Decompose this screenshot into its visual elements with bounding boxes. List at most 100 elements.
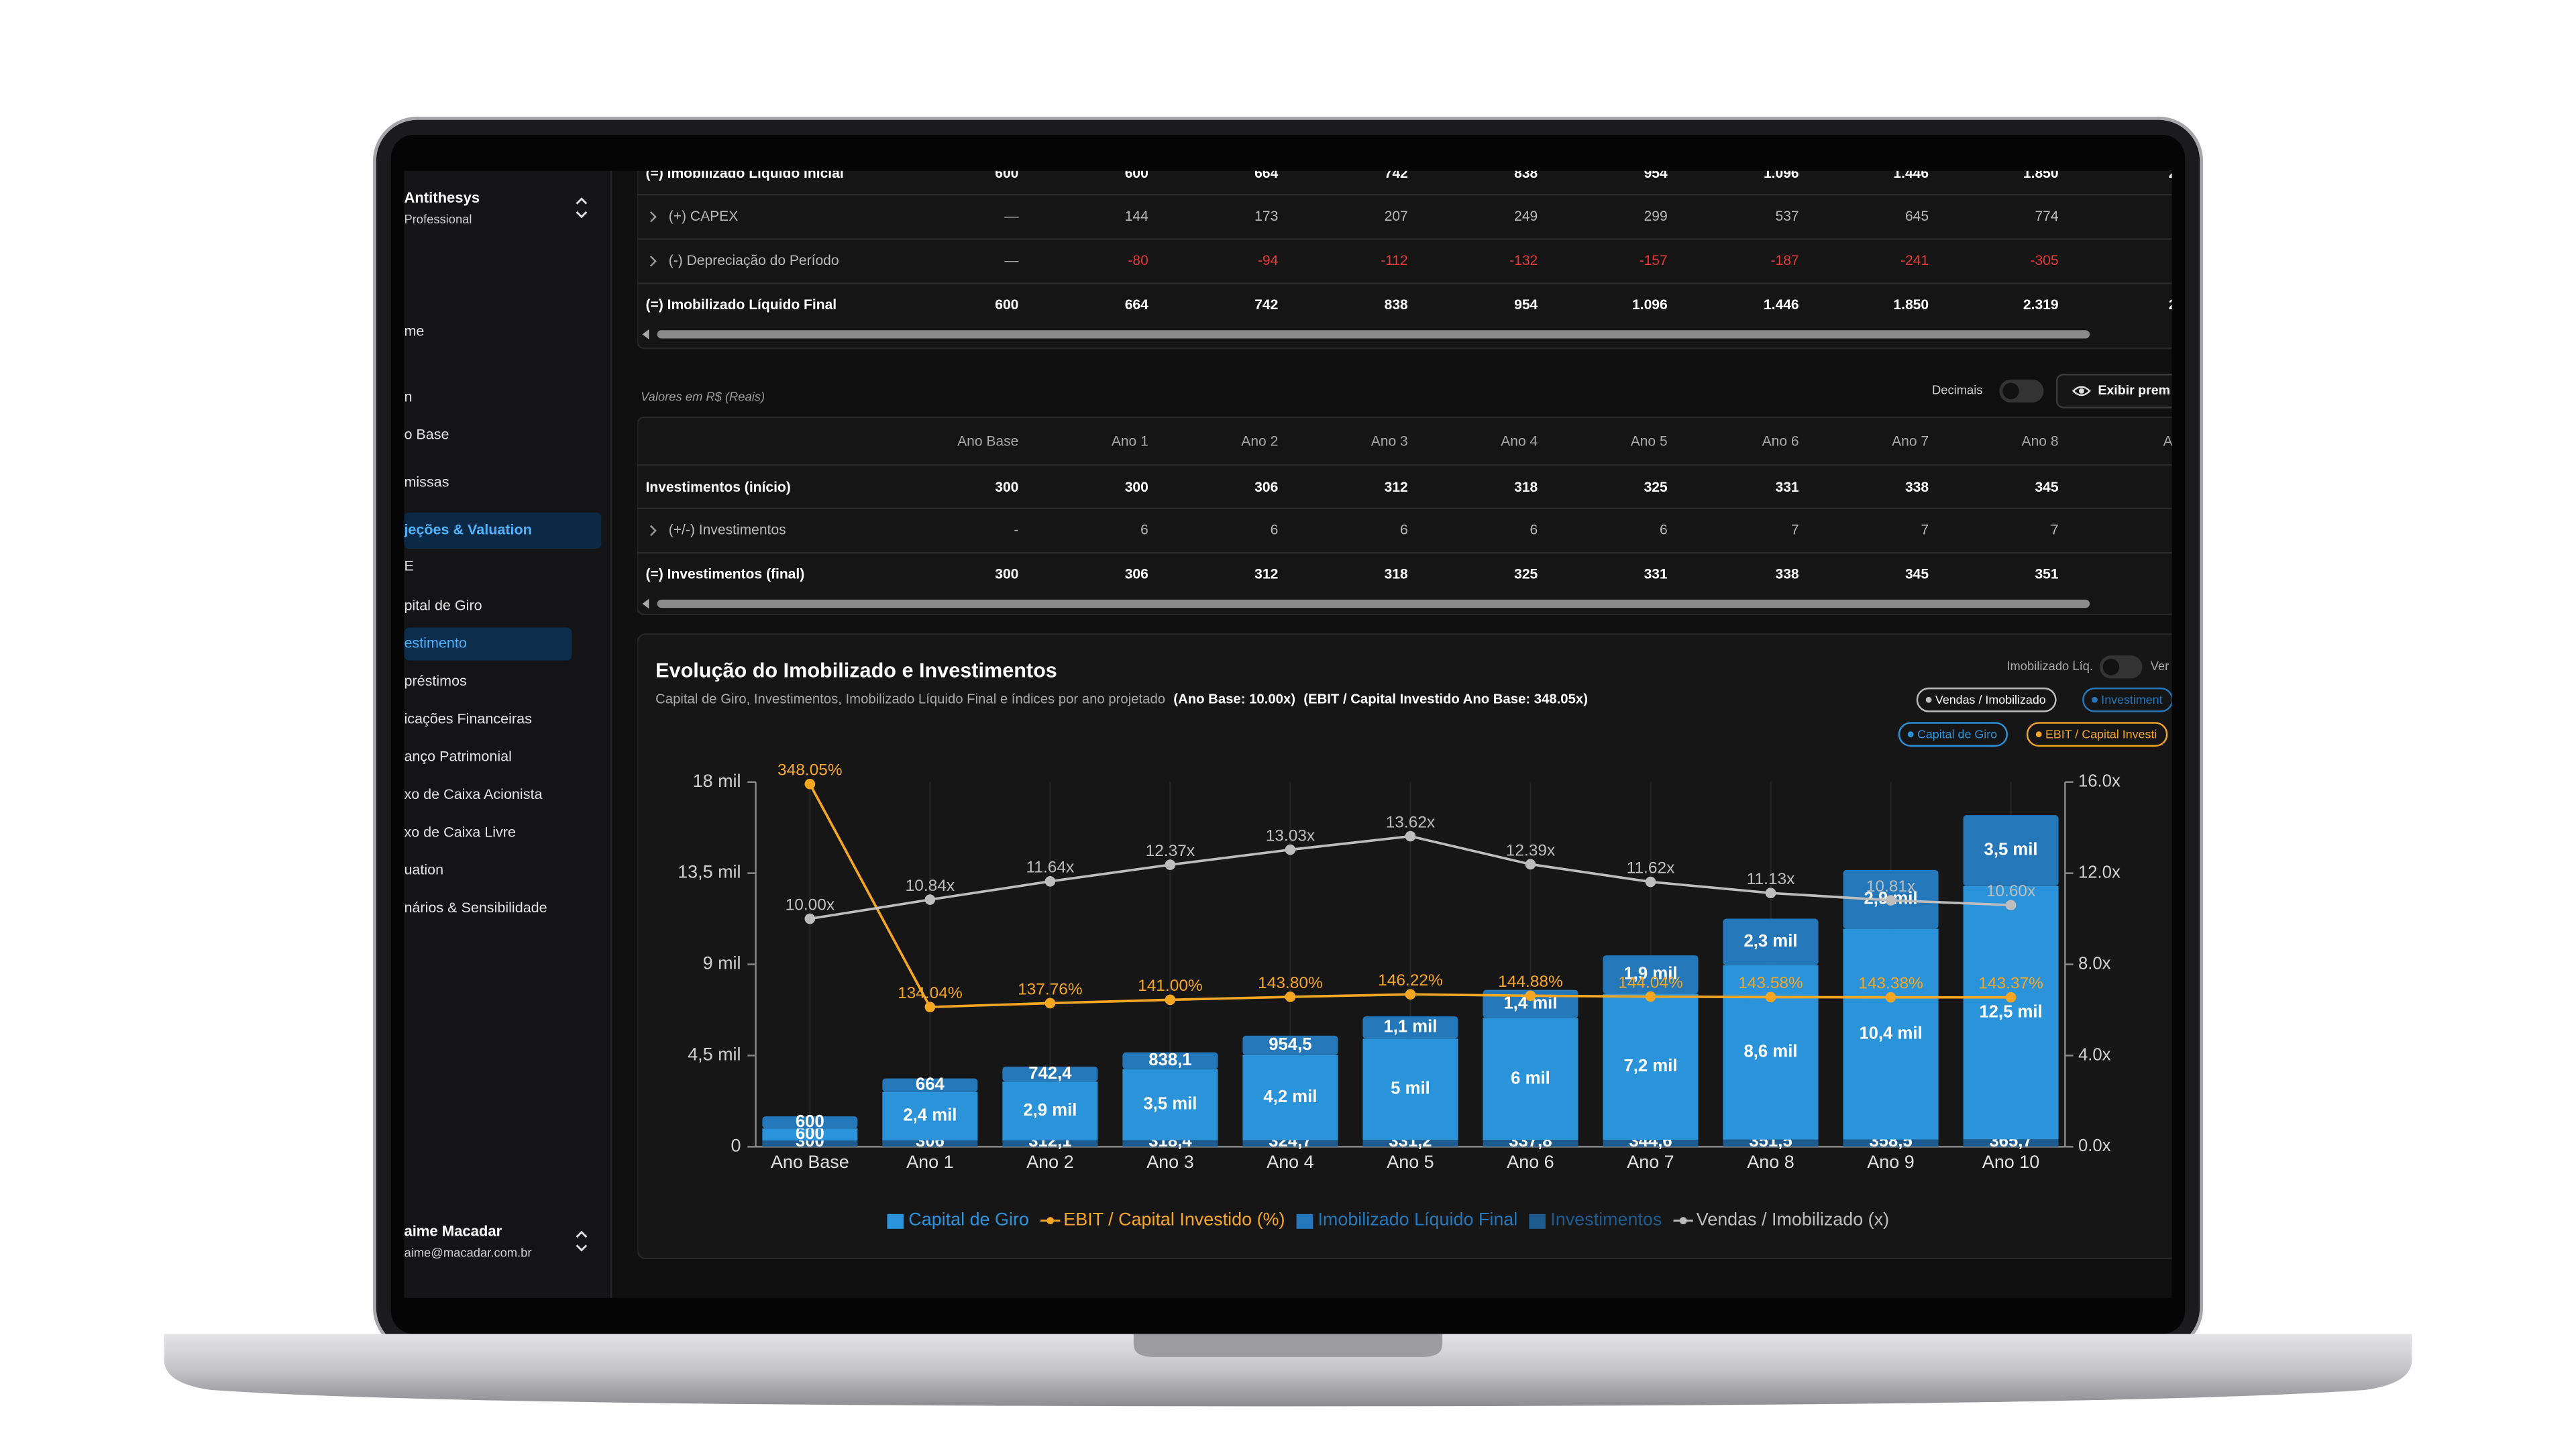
- cell: 954: [1644, 166, 1668, 181]
- data-label: 11.62x: [1627, 859, 1675, 877]
- row-label: (+/-) Investimentos: [669, 523, 786, 538]
- y2-tick-label: 16.0x: [2078, 772, 2121, 791]
- series-chip[interactable]: EBIT / Capital Investi: [2026, 722, 2168, 747]
- menu-item[interactable]: uation: [404, 861, 443, 878]
- expand-chevron[interactable]: [649, 256, 657, 267]
- line-point: [1525, 859, 1536, 870]
- cell: 7: [1921, 523, 1929, 538]
- legend-item[interactable]: EBIT / Capital Investido (%): [1040, 1210, 1285, 1230]
- column-header: Ano 5: [1631, 433, 1668, 449]
- line-point: [1044, 876, 1056, 887]
- user-menu[interactable]: [576, 1230, 588, 1252]
- data-label: 3,5 mil: [1143, 1095, 1197, 1114]
- table2-panel: [637, 416, 2172, 616]
- series-chip[interactable]: Vendas / Imobilizado: [1916, 687, 2057, 712]
- expand-chevron[interactable]: [649, 211, 657, 223]
- bar-segment: [1002, 1081, 1098, 1140]
- cell: 645: [1905, 209, 1929, 224]
- data-label: 144.04%: [1618, 974, 1683, 992]
- line-point: [1525, 990, 1536, 1002]
- cell: -132: [1509, 253, 1538, 268]
- cell: 742: [1254, 297, 1278, 313]
- data-label: 13.03x: [1266, 827, 1315, 845]
- bar-segment: [1242, 1140, 1338, 1147]
- x-tick-label: Ano 5: [1387, 1152, 1434, 1172]
- bar-segment: [762, 1128, 858, 1141]
- x-tick-label: Ano Base: [771, 1152, 849, 1172]
- table1-panel: [637, 170, 2172, 350]
- line-point: [1044, 998, 1056, 1009]
- data-label: 5 mil: [1391, 1079, 1430, 1098]
- chart-title: Evolução do Imobilizado e Investimentos: [655, 659, 1057, 682]
- legend-item[interactable]: Investimentos: [1529, 1210, 1662, 1230]
- legend-label: EBIT / Capital Investido (%): [1063, 1210, 1285, 1230]
- cell: 537: [1776, 209, 1799, 224]
- menu-item[interactable]: E: [404, 557, 413, 574]
- expand-chevron[interactable]: [649, 525, 657, 537]
- menu-item[interactable]: icações Financeiras: [404, 710, 531, 727]
- x-tick-label: Ano 3: [1146, 1152, 1193, 1172]
- menu-item[interactable]: pital de Giro: [404, 596, 482, 613]
- cell: 318: [1514, 480, 1538, 495]
- scroll-left[interactable]: [642, 329, 649, 339]
- menu-item[interactable]: nários & Sensibilidade: [404, 899, 547, 916]
- data-label: 134.04%: [898, 984, 963, 1002]
- legend-item[interactable]: Capital de Giro: [887, 1210, 1029, 1230]
- bar-segment: [1362, 1140, 1458, 1147]
- menu-item[interactable]: xo de Caixa Acionista: [404, 786, 542, 802]
- menu-item[interactable]: estimento: [404, 635, 466, 651]
- chip-box: [2026, 722, 2168, 747]
- column-header: Ano 8: [2022, 433, 2059, 449]
- scroll-left[interactable]: [642, 598, 649, 609]
- line-point: [1885, 895, 1896, 906]
- legend-marker: [1679, 1217, 1687, 1224]
- toggle-knob: [2102, 659, 2120, 676]
- scrollbar[interactable]: [657, 599, 2090, 608]
- cell: 6: [1271, 523, 1279, 538]
- cell: 312: [1385, 480, 1408, 495]
- cell: 249: [1514, 209, 1538, 224]
- bar-segment: [1603, 994, 1699, 1140]
- cell: 1.096: [1632, 297, 1668, 313]
- data-label: 8,6 mil: [1744, 1042, 1798, 1061]
- show-button[interactable]: [2055, 374, 2198, 409]
- cell: 1.096: [1764, 166, 1799, 181]
- bar-segment: [1963, 885, 2059, 1140]
- menu-item[interactable]: xo de Caixa Livre: [404, 823, 515, 840]
- menu-item[interactable]: missas: [404, 474, 449, 490]
- line-point: [1165, 859, 1176, 870]
- cell: -157: [1640, 253, 1668, 268]
- line-point: [1165, 994, 1176, 1006]
- cell: 1.446: [1764, 297, 1799, 313]
- bar-segment: [1002, 1066, 1098, 1082]
- menu-item[interactable]: n: [404, 388, 412, 405]
- scrollbar[interactable]: [657, 330, 2090, 339]
- series-chip[interactable]: Capital de Giro: [1898, 722, 2008, 747]
- data-label: 143.37%: [1978, 975, 2043, 993]
- menu-item[interactable]: jeções & Valuation: [403, 521, 531, 538]
- bar-segment: [882, 1078, 978, 1092]
- menu-item[interactable]: me: [404, 322, 424, 339]
- legend-item[interactable]: Imobilizado Líquido Final: [1296, 1210, 1518, 1230]
- notch: [1133, 1334, 1443, 1357]
- menu-item[interactable]: anço Patrimonial: [404, 748, 512, 765]
- menu-item[interactable]: préstimos: [404, 672, 466, 689]
- cell: 312: [1254, 567, 1278, 582]
- cell: 173: [1254, 209, 1278, 224]
- active-section: [404, 513, 602, 549]
- legend-marker: [1046, 1217, 1055, 1224]
- menu-item[interactable]: o Base: [404, 426, 449, 443]
- cell: 325: [1514, 567, 1538, 582]
- legend-item[interactable]: Vendas / Imobilizado (x): [1673, 1210, 1889, 1230]
- legend-label: Vendas / Imobilizado (x): [1697, 1210, 1889, 1230]
- cell: -241: [1900, 253, 1929, 268]
- y-tick-label: 18 mil: [693, 771, 741, 791]
- workspace-switch[interactable]: [576, 197, 588, 219]
- cell: 6: [1400, 523, 1408, 538]
- units-note: Valores em R$ (Reais): [641, 389, 765, 403]
- data-label: 2,4 mil: [903, 1106, 957, 1125]
- cell: 331: [1776, 480, 1799, 495]
- series-chip[interactable]: Investiment: [2082, 687, 2172, 712]
- legend-swatch: [887, 1214, 904, 1229]
